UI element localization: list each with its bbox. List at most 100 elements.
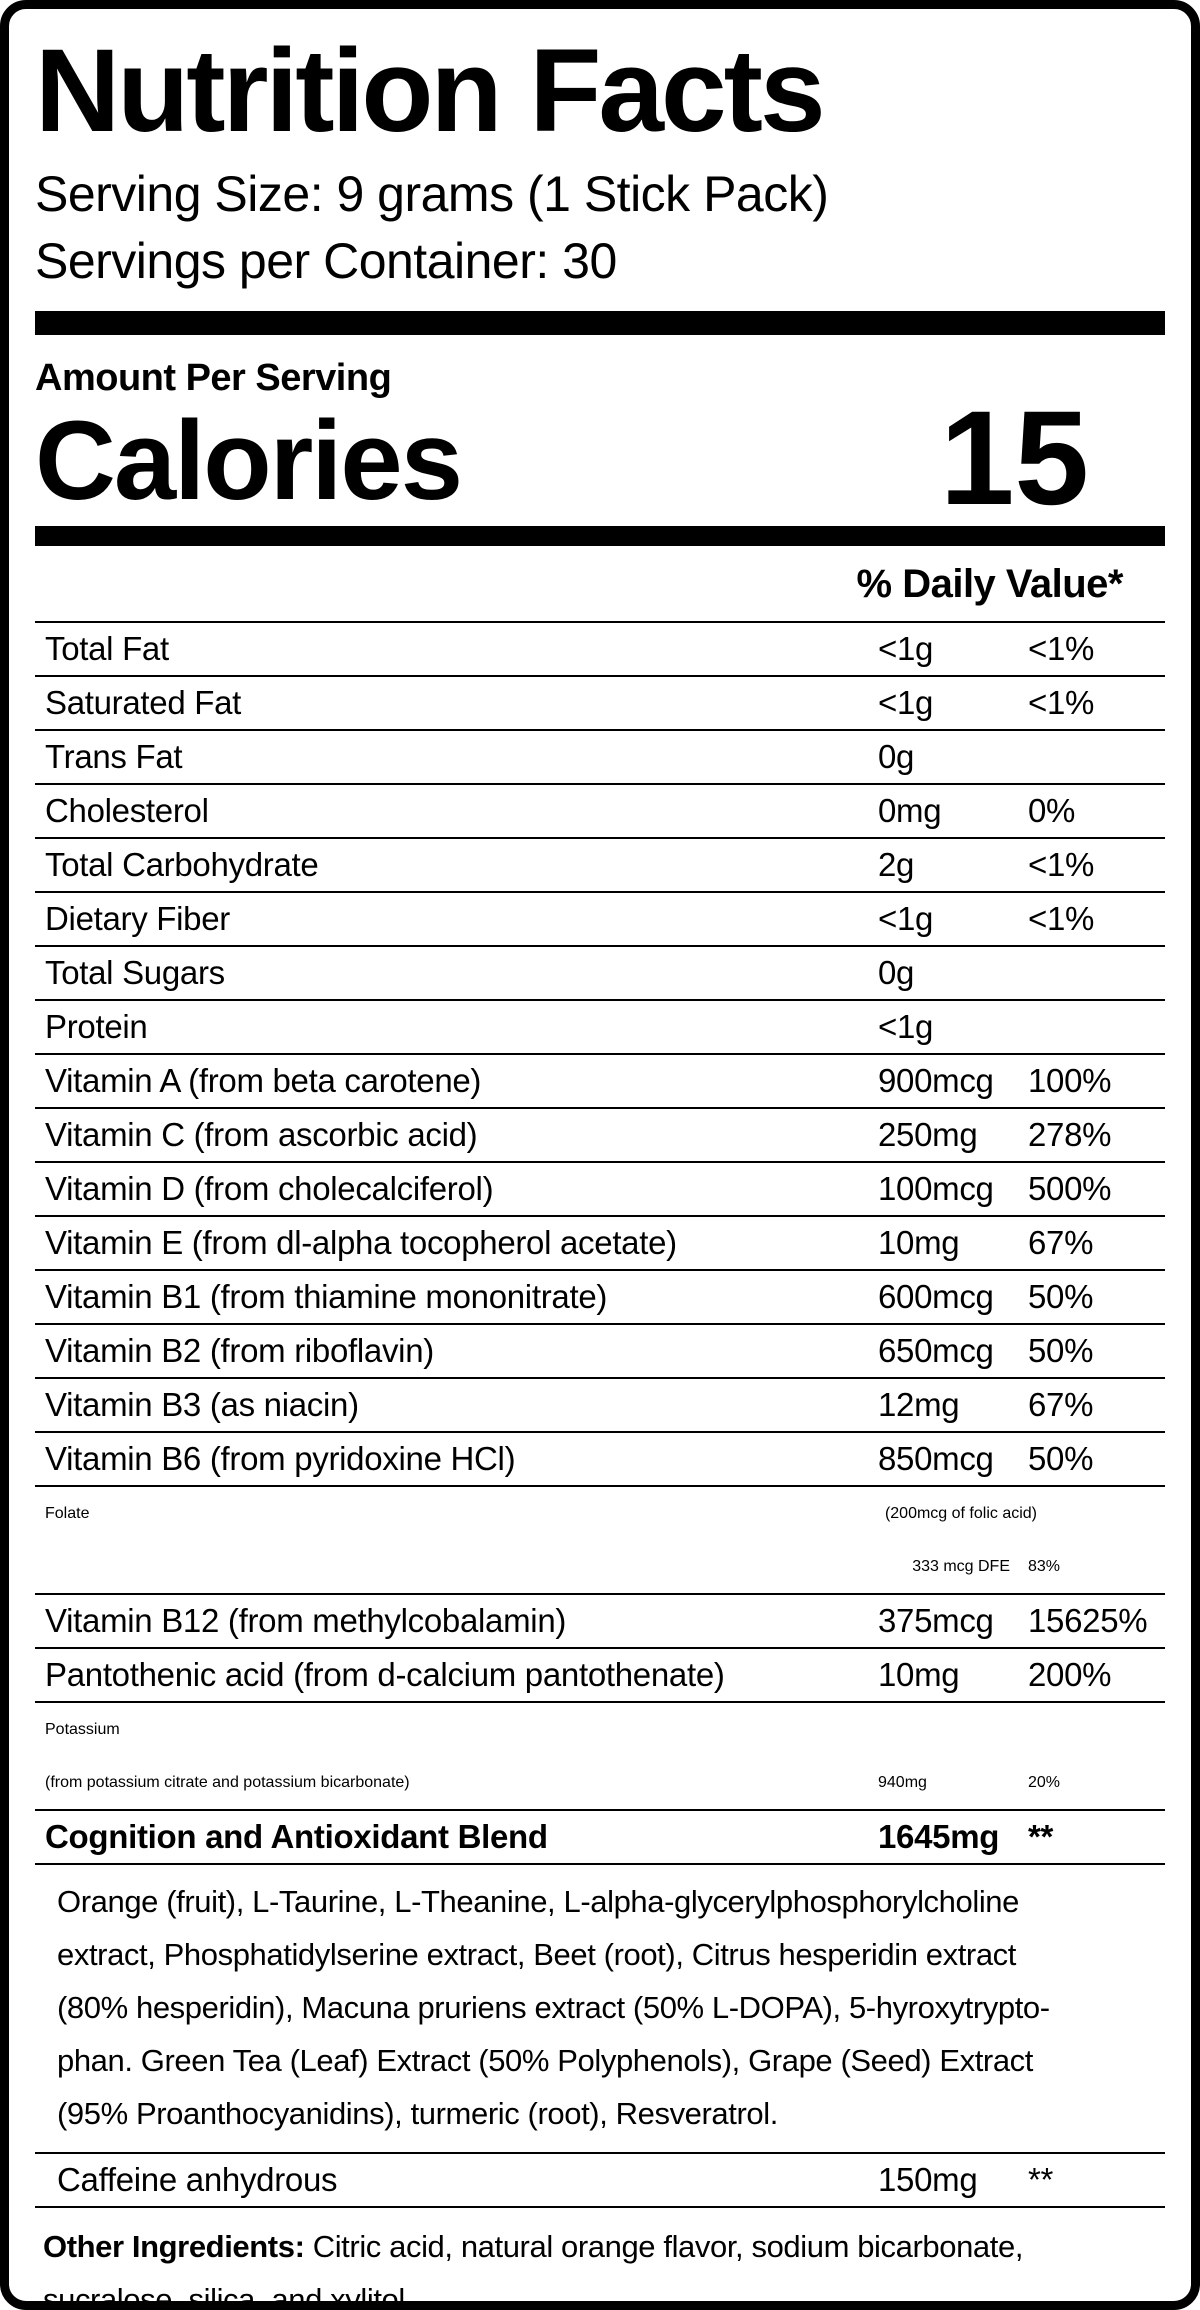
nutrient-amount: 10mg	[878, 1656, 960, 1694]
table-row: Vitamin A (from beta carotene) 900mcg 100%	[35, 1055, 1165, 1110]
nutrient-amount: <1g	[878, 630, 934, 668]
table-row: Vitamin B1 (from thiamine mononitrate) 60…	[35, 1271, 1165, 1326]
nutrient-name: Protein	[45, 1008, 148, 1046]
serving-size-line: Serving Size: 9 grams (1 Stick Pack)	[35, 166, 829, 223]
table-row: Protein <1g	[35, 1001, 1165, 1056]
nutrient-name: Vitamin C (from ascorbic acid)	[45, 1116, 478, 1154]
other-ingredients-line: Other Ingredients: Citric acid, natural …	[43, 2229, 1024, 2265]
nutrient-amount: 333 mcg DFE	[912, 1557, 1010, 1575]
nutrient-daily-value: <1%	[1028, 900, 1095, 938]
nutrient-daily-value: 200%	[1028, 1656, 1112, 1694]
nutrient-daily-value: **	[1028, 1818, 1054, 1856]
blend-description-line: Orange (fruit), L-Taurine, L-Theanine, L…	[57, 1884, 1019, 1920]
other-ingredients-prefix: Other Ingredients:	[43, 2229, 305, 2265]
nutrient-daily-value: 50%	[1028, 1440, 1094, 1478]
blend-description: Orange (fruit), L-Taurine, L-Theanine, L…	[35, 1865, 1165, 2155]
table-row: Saturated Fat <1g <1%	[35, 677, 1165, 732]
nutrient-source: (from potassium citrate and potassium bi…	[45, 1773, 410, 1791]
nutrient-name: Vitamin B3 (as niacin)	[45, 1386, 359, 1424]
nutrient-daily-value: 67%	[1028, 1386, 1094, 1424]
nutrient-daily-value: 67%	[1028, 1224, 1094, 1262]
nutrient-rows: Total Fat <1g <1% Saturated Fat <1g <1% Trans …	[35, 623, 1165, 2310]
nutrient-daily-value: 83%	[1028, 1557, 1061, 1575]
nutrient-name: Vitamin B12 (from methylcobalamin)	[45, 1602, 567, 1640]
nutrient-amount: 10mg	[878, 1224, 960, 1262]
folate-line-2: 333 mcg DFE 83%	[35, 1540, 1165, 1593]
other-ingredients-line: sucralose, silica, and xylitol.	[43, 2282, 414, 2310]
table-row: Dietary Fiber <1g <1%	[35, 893, 1165, 948]
nutrient-amount: 1645mg	[878, 1818, 1000, 1856]
blend-description-line: (95% Proanthocyanidins), turmeric (root)…	[57, 2096, 778, 2132]
nutrient-daily-value: 50%	[1028, 1332, 1094, 1370]
nutrient-name: Cholesterol	[45, 792, 209, 830]
table-row: Vitamin E (from dl-alpha tocopherol acet…	[35, 1217, 1165, 1272]
table-row: Total Carbohydrate 2g <1%	[35, 839, 1165, 894]
thick-separator-bar-mid	[35, 526, 1165, 547]
nutrient-name: Caffeine anhydrous	[57, 2161, 338, 2199]
nutrient-amount: <1g	[878, 900, 934, 938]
thick-separator-bar-top	[35, 311, 1165, 336]
nutrient-name: Vitamin D (from cholecalciferol)	[45, 1170, 494, 1208]
nutrient-amount: 900mcg	[878, 1062, 994, 1100]
nutrient-amount: 12mg	[878, 1386, 960, 1424]
table-row: Total Fat <1g <1%	[35, 623, 1165, 678]
table-row: Cognition and Antioxidant Blend 1645mg **	[35, 1811, 1165, 1866]
calories-row: Calories 15	[35, 384, 1165, 534]
blend-description-line: (80% hesperidin), Macuna pruriens extrac…	[57, 1990, 1050, 2026]
nutrient-amount: 850mcg	[878, 1440, 994, 1478]
serving-info: Serving Size: 9 grams (1 Stick Pack) Ser…	[35, 161, 1165, 295]
nutrient-daily-value: 0%	[1028, 792, 1076, 830]
table-row: Vitamin B2 (from riboflavin) 650mcg 50%	[35, 1325, 1165, 1380]
nutrient-name: Vitamin B1 (from thiamine mononitrate)	[45, 1278, 608, 1316]
nutrient-amount: 250mg	[878, 1116, 978, 1154]
table-row: Pantothenic acid (from d-calcium pantoth…	[35, 1649, 1165, 1704]
nutrient-daily-value: <1%	[1028, 846, 1095, 884]
blend-description-line: extract, Phosphatidylserine extract, Bee…	[57, 1937, 1016, 1973]
table-row: Vitamin B12 (from methylcobalamin) 375mcg…	[35, 1595, 1165, 1650]
nutrient-name: Total Fat	[45, 630, 169, 668]
nutrient-amount: 150mg	[878, 2161, 978, 2199]
table-row: Vitamin B6 (from pyridoxine HCl) 850mcg 50…	[35, 1433, 1165, 1488]
nutrient-daily-value: 500%	[1028, 1170, 1112, 1208]
calories-value: 15	[939, 384, 1089, 534]
table-row: Vitamin C (from ascorbic acid) 250mg 278%	[35, 1109, 1165, 1164]
nutrient-amount: 600mcg	[878, 1278, 994, 1316]
amount-per-serving-label: Amount Per Serving	[35, 357, 392, 400]
table-row: Vitamin B3 (as niacin) 12mg 67%	[35, 1379, 1165, 1434]
nutrient-daily-value: 50%	[1028, 1278, 1094, 1316]
nutrient-amount: 2g	[878, 846, 915, 884]
nutrient-amount: 0g	[878, 738, 915, 776]
nutrient-name: Dietary Fiber	[45, 900, 230, 938]
nutrient-name: Total Carbohydrate	[45, 846, 319, 884]
table-row: Vitamin D (from cholecalciferol) 100mcg 50…	[35, 1163, 1165, 1218]
nutrient-daily-value: 15625%	[1028, 1602, 1148, 1640]
nutrient-name: Folate	[45, 1504, 90, 1522]
nutrient-daily-value: 100%	[1028, 1062, 1112, 1100]
nutrient-name: Vitamin B2 (from riboflavin)	[45, 1332, 434, 1370]
nutrient-amount: 0mg	[878, 792, 942, 830]
potassium-line-1: Potassium	[35, 1703, 1165, 1756]
nutrient-name: Cognition and Antioxidant Blend	[45, 1818, 548, 1856]
nutrient-amount: 940mg	[878, 1773, 927, 1791]
nutrient-daily-value: <1%	[1028, 684, 1095, 722]
nutrient-name: Potassium	[45, 1720, 120, 1738]
nutrient-amount: 650mcg	[878, 1332, 994, 1370]
nutrient-name: Vitamin B6 (from pyridoxine HCl)	[45, 1440, 516, 1478]
other-ingredients: Other Ingredients: Citric acid, natural …	[35, 2208, 1165, 2310]
daily-value-header: % Daily Value*	[35, 546, 1165, 624]
table-row: Caffeine anhydrous 150mg **	[35, 2154, 1165, 2209]
nutrient-daily-value: **	[1028, 2161, 1054, 2199]
table-row: Trans Fat 0g	[35, 731, 1165, 786]
page-title: Nutrition Facts	[35, 25, 826, 157]
nutrient-name: Trans Fat	[45, 738, 183, 776]
nutrient-amount: <1g	[878, 684, 934, 722]
table-row: Cholesterol 0mg 0%	[35, 785, 1165, 840]
folate-note: (200mcg of folic acid)	[884, 1504, 1037, 1522]
nutrient-daily-value: 20%	[1028, 1773, 1061, 1791]
folate-line-1: Folate (200mcg of folic acid)	[35, 1487, 1165, 1540]
nutrient-name: Saturated Fat	[45, 684, 242, 722]
nutrient-name: Vitamin E (from dl-alpha tocopherol acet…	[45, 1224, 677, 1262]
nutrient-daily-value: 278%	[1028, 1116, 1112, 1154]
calories-label: Calories	[35, 397, 463, 523]
